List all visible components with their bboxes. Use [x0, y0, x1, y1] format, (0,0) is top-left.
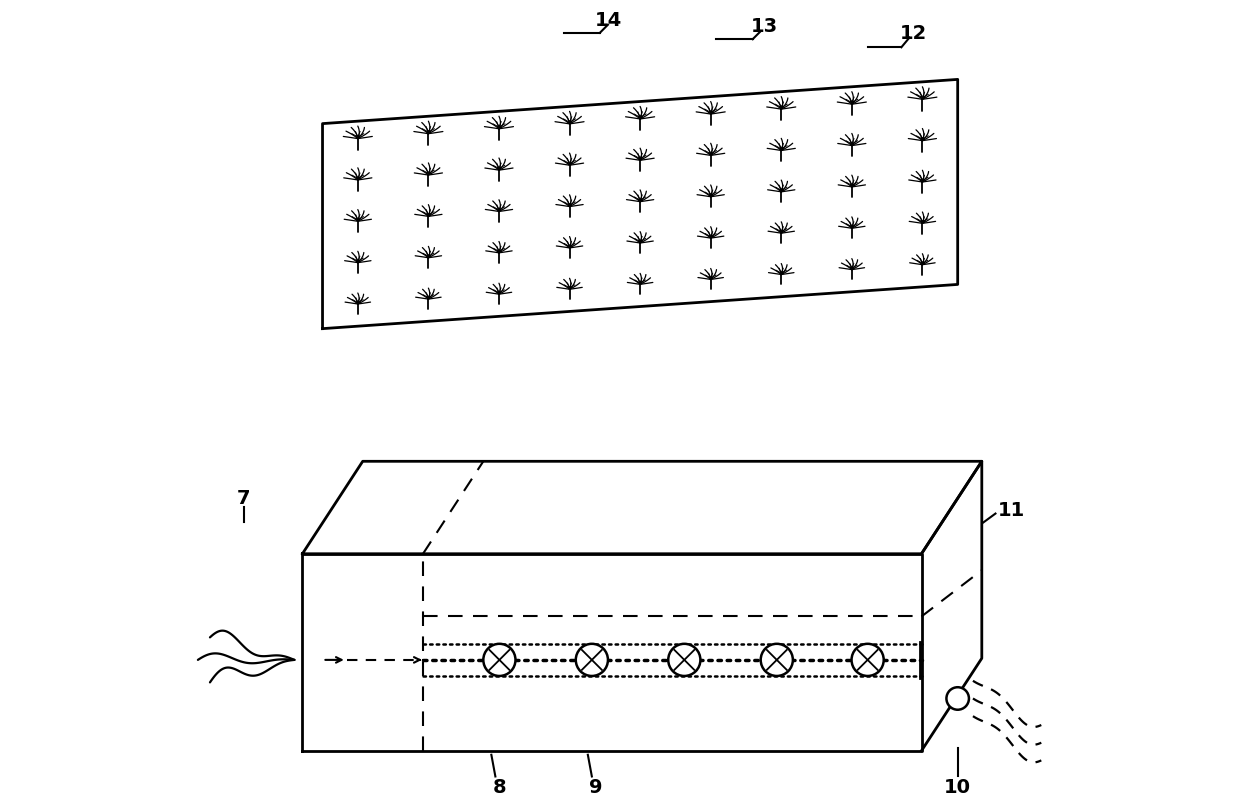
- Text: 12: 12: [900, 24, 928, 43]
- Text: 13: 13: [751, 17, 779, 36]
- Circle shape: [484, 644, 516, 676]
- Text: 7: 7: [237, 488, 250, 507]
- Circle shape: [668, 644, 701, 676]
- Circle shape: [946, 687, 968, 710]
- Circle shape: [575, 644, 608, 676]
- Text: 9: 9: [589, 777, 603, 797]
- Text: 8: 8: [492, 777, 506, 797]
- Text: 11: 11: [998, 500, 1025, 520]
- Circle shape: [760, 644, 792, 676]
- Text: 10: 10: [944, 777, 971, 797]
- Text: 14: 14: [594, 10, 621, 30]
- Circle shape: [852, 644, 884, 676]
